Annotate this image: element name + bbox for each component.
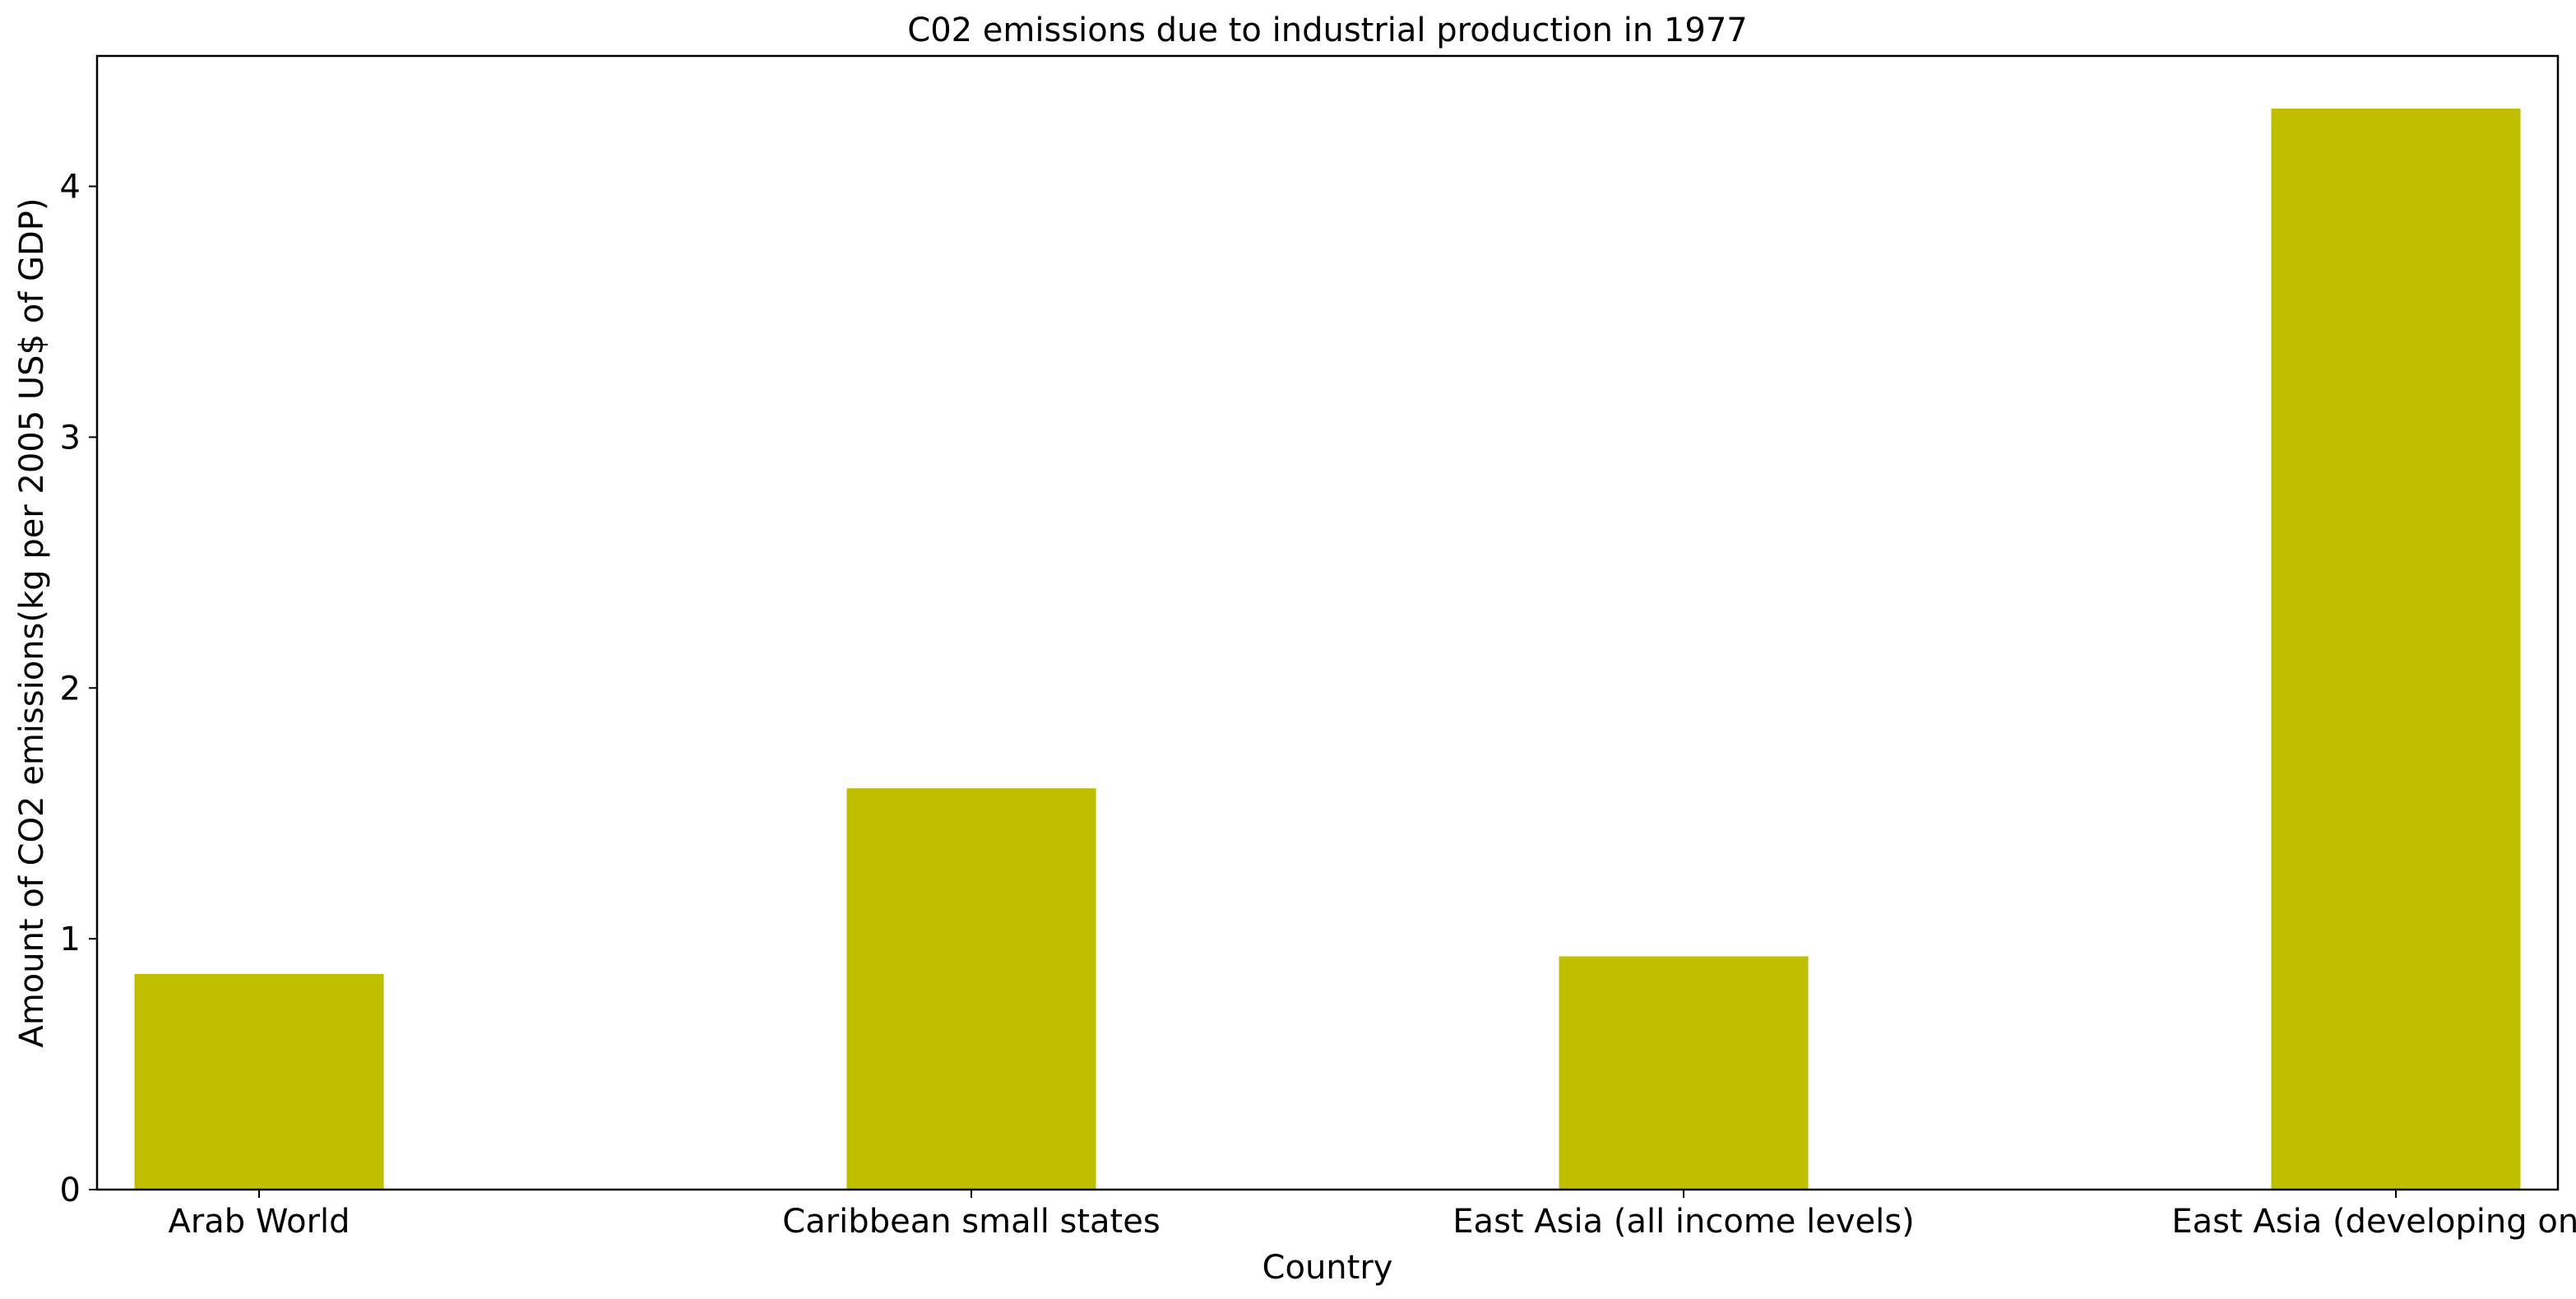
bar-4 [2271, 109, 2521, 1190]
y-axis: 0 1 2 3 4 [60, 169, 97, 1209]
y-tick-label: 1 [60, 921, 81, 958]
bar-1 [134, 973, 384, 1190]
x-tick-label: East Asia (developing only) [2171, 1203, 2576, 1241]
x-tick-label: East Asia (all income levels) [1452, 1203, 1914, 1241]
x-tick-label: Caribbean small states [782, 1203, 1160, 1241]
plot-frame [95, 54, 2560, 1191]
y-tick-label: 4 [60, 169, 81, 206]
x-axis: Arab World Caribbean small states East Asi… [168, 1190, 2576, 1241]
x-tick-label: Arab World [168, 1203, 350, 1241]
bar-2 [846, 788, 1096, 1190]
bars-layer [134, 109, 2521, 1190]
x-axis-label: Country [1263, 1249, 1393, 1287]
y-tick-label: 0 [60, 1171, 81, 1209]
y-axis-label: Amount of CO2 emissions(kg per 2005 US$ … [13, 197, 51, 1047]
y-tick-label: 3 [60, 419, 81, 457]
bar-3 [1559, 956, 1809, 1190]
chart-title: C02 emissions due to industrial producti… [907, 12, 1747, 49]
y-tick-label: 2 [60, 670, 81, 707]
